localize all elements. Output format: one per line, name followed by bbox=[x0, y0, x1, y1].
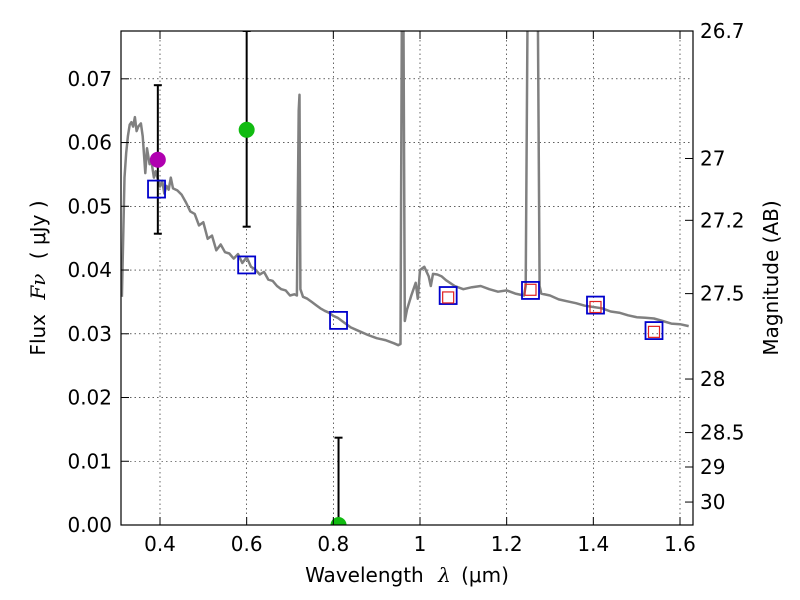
mag-tick-label: 27 bbox=[700, 146, 725, 170]
mag-tick-label: 28.5 bbox=[700, 421, 745, 445]
model-photometry-marker bbox=[237, 255, 257, 275]
x-tick-label: 0.8 bbox=[317, 532, 349, 556]
mag-tick-label: 27.2 bbox=[700, 208, 745, 232]
observed-points bbox=[149, 121, 347, 525]
y-tick-label: 0.02 bbox=[67, 386, 112, 410]
y-tick-label: 0.04 bbox=[67, 258, 112, 282]
x-tick-label: 0.6 bbox=[231, 532, 263, 556]
x-tick-label: 0.4 bbox=[144, 532, 176, 556]
x-tick-label: 1.2 bbox=[491, 532, 523, 556]
grid bbox=[121, 31, 693, 525]
magnitude-axis-ticks: 26.7 27 27.2 27.5 28 28.5 29 30 bbox=[685, 19, 745, 514]
model-photometry-marker bbox=[521, 281, 540, 300]
mag-tick-label: 28 bbox=[700, 367, 725, 391]
x-axis-ticks: 0.4 0.6 0.8 1 1.2 1.4 1.6 bbox=[144, 31, 696, 556]
y-tick-label: 0.07 bbox=[67, 67, 112, 91]
plot-frame bbox=[120, 30, 694, 526]
x-axis-label: Wavelength λ (μm) bbox=[305, 563, 509, 587]
error-bars bbox=[153, 31, 343, 525]
mag-tick-label: 26.7 bbox=[700, 19, 745, 43]
secondary-photometry bbox=[442, 283, 661, 338]
model-photometry bbox=[147, 179, 664, 340]
x-tick-label: 1.4 bbox=[577, 532, 609, 556]
y-tick-label: 0.03 bbox=[67, 322, 112, 346]
secondary-photometry-marker bbox=[647, 325, 661, 338]
model-photometry-marker bbox=[329, 310, 348, 330]
mag-tick-label: 30 bbox=[700, 490, 725, 514]
model-photometry-marker bbox=[644, 321, 664, 340]
model-photometry-marker bbox=[147, 179, 166, 199]
observed-point-U bbox=[149, 151, 166, 168]
y-tick-label: 0.06 bbox=[67, 131, 112, 155]
observed-point-V bbox=[238, 121, 255, 138]
model-photometry-marker bbox=[586, 295, 605, 315]
y-tick-label: 0.05 bbox=[67, 194, 112, 218]
secondary-photometry-marker bbox=[524, 283, 537, 296]
secondary-photometry-marker bbox=[589, 300, 602, 314]
magnitude-axis-label: Magnitude (AB) bbox=[759, 200, 783, 355]
mag-tick-label: 27.5 bbox=[700, 282, 745, 306]
x-tick-label: 1 bbox=[414, 532, 427, 556]
y-tick-label: 0.01 bbox=[67, 449, 112, 473]
model-photometry-marker bbox=[438, 286, 458, 305]
y-axis-label: Flux Fν ( μJy ) bbox=[26, 200, 50, 355]
mag-tick-label: 29 bbox=[700, 455, 725, 479]
x-tick-label: 1.6 bbox=[664, 532, 696, 556]
y-tick-label: 0.00 bbox=[67, 513, 112, 537]
observed-point-I bbox=[330, 517, 347, 525]
secondary-photometry-marker bbox=[442, 291, 455, 304]
y-axis-ticks: 0.00 0.01 0.02 0.03 0.04 0.05 0.06 0.07 bbox=[67, 67, 129, 537]
